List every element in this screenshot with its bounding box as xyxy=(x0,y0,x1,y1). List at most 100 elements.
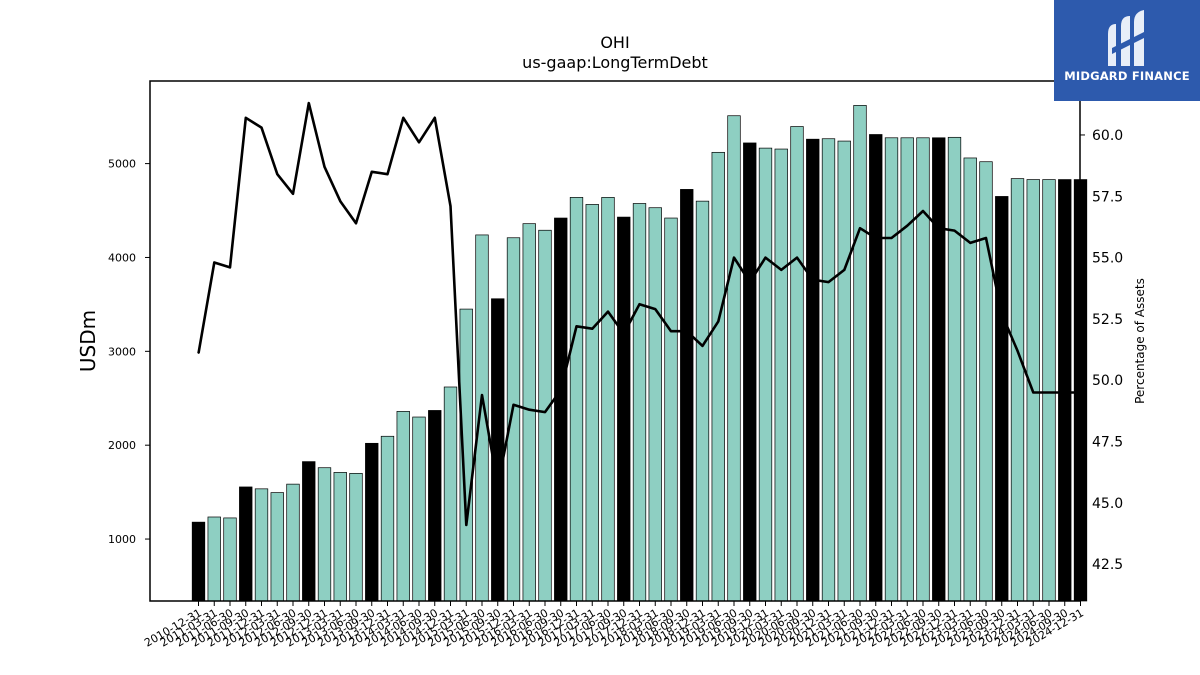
line-point xyxy=(1032,391,1034,394)
line-point xyxy=(906,225,908,227)
bar xyxy=(365,442,379,602)
line-point xyxy=(465,524,467,526)
y-tick-label: 4000 xyxy=(108,251,136,264)
line-point xyxy=(638,303,641,305)
y-tick-label: 3000 xyxy=(108,345,136,358)
bar xyxy=(491,298,505,602)
line-point xyxy=(591,328,593,330)
line-point xyxy=(859,227,861,229)
line-point xyxy=(670,330,672,332)
bar xyxy=(664,217,678,602)
line-point xyxy=(985,237,987,239)
bar xyxy=(1010,178,1025,602)
y2-tick-label: 45.0 xyxy=(1092,496,1123,512)
bar xyxy=(869,134,883,602)
bar xyxy=(774,148,788,602)
line-point xyxy=(890,237,893,239)
line-point xyxy=(386,173,389,175)
y-tick-label: 1000 xyxy=(108,533,136,546)
line-point xyxy=(623,333,625,335)
bar xyxy=(695,200,710,602)
line-point xyxy=(686,330,688,332)
line-point xyxy=(827,281,830,283)
line-point xyxy=(245,117,247,119)
bar xyxy=(538,229,552,602)
line-point xyxy=(229,266,231,269)
y-axis-right: 42.5 45.0 47.5 50.0 52.5 55.0 57.5 60.0 xyxy=(1080,128,1123,573)
line-point xyxy=(717,320,719,322)
line-point xyxy=(528,409,530,411)
line-point xyxy=(213,261,215,264)
line-point xyxy=(308,102,310,104)
y2-tick-label: 47.5 xyxy=(1092,435,1123,451)
line-point xyxy=(875,237,877,239)
line-point xyxy=(260,127,263,129)
y2-tick-label: 50.0 xyxy=(1092,373,1123,389)
line-point xyxy=(481,394,483,396)
bar xyxy=(506,237,521,602)
line-point xyxy=(544,411,546,413)
line-point xyxy=(1064,391,1066,394)
bar xyxy=(963,157,977,602)
line-layer xyxy=(197,101,1082,527)
bar xyxy=(790,126,804,602)
line-point xyxy=(512,404,515,406)
line-point xyxy=(812,279,814,281)
bar xyxy=(601,197,615,602)
bar xyxy=(743,142,757,602)
bar xyxy=(680,189,694,602)
bar xyxy=(302,461,316,602)
bar xyxy=(711,151,725,602)
bar xyxy=(522,223,536,602)
line-point xyxy=(418,141,420,143)
line-point xyxy=(953,230,956,232)
bar xyxy=(648,207,662,602)
x-axis: 2010-12-312011-03-312011-06-302011-09-30… xyxy=(142,601,1086,650)
line-point xyxy=(922,210,924,212)
y-axis-left: 1000 2000 3000 4000 5000 xyxy=(108,158,150,546)
bar xyxy=(569,197,584,602)
bar xyxy=(806,138,820,602)
line-point xyxy=(434,117,436,119)
bar xyxy=(396,411,410,602)
line-point xyxy=(733,257,735,259)
y2-tick-label: 57.5 xyxy=(1092,189,1123,205)
bar xyxy=(223,517,237,602)
logo-mark-icon xyxy=(1108,10,1148,66)
line-point xyxy=(1001,313,1003,315)
line-point xyxy=(355,222,357,224)
line-point xyxy=(449,205,452,207)
bar xyxy=(286,483,300,602)
bar xyxy=(632,203,647,602)
line-point xyxy=(843,269,845,271)
y2-axis-label: Percentage of Assets xyxy=(1133,278,1147,404)
bar xyxy=(617,216,631,602)
bar xyxy=(758,147,773,602)
bar xyxy=(428,410,442,602)
line-point xyxy=(654,308,656,310)
bar xyxy=(270,492,284,602)
line-point xyxy=(276,173,278,175)
bar xyxy=(932,137,946,602)
line-point xyxy=(938,227,940,229)
y2-tick-label: 52.5 xyxy=(1092,312,1123,328)
line-point xyxy=(969,242,971,244)
line-point xyxy=(749,281,751,283)
bar xyxy=(900,137,914,602)
bar xyxy=(554,217,568,602)
bar xyxy=(1042,179,1056,602)
bar xyxy=(884,137,899,602)
bar xyxy=(380,435,395,602)
line-point xyxy=(292,193,294,195)
line-point xyxy=(701,345,704,347)
bar xyxy=(349,472,363,602)
bar xyxy=(207,516,221,602)
line-point xyxy=(1016,350,1019,352)
bar xyxy=(995,196,1009,602)
line-point xyxy=(323,166,326,168)
bar xyxy=(239,486,253,602)
midgard-finance-logo: MIDGARD FINANCE xyxy=(1054,0,1200,101)
bar xyxy=(853,105,867,602)
line-point xyxy=(197,352,200,354)
bar xyxy=(916,137,930,602)
